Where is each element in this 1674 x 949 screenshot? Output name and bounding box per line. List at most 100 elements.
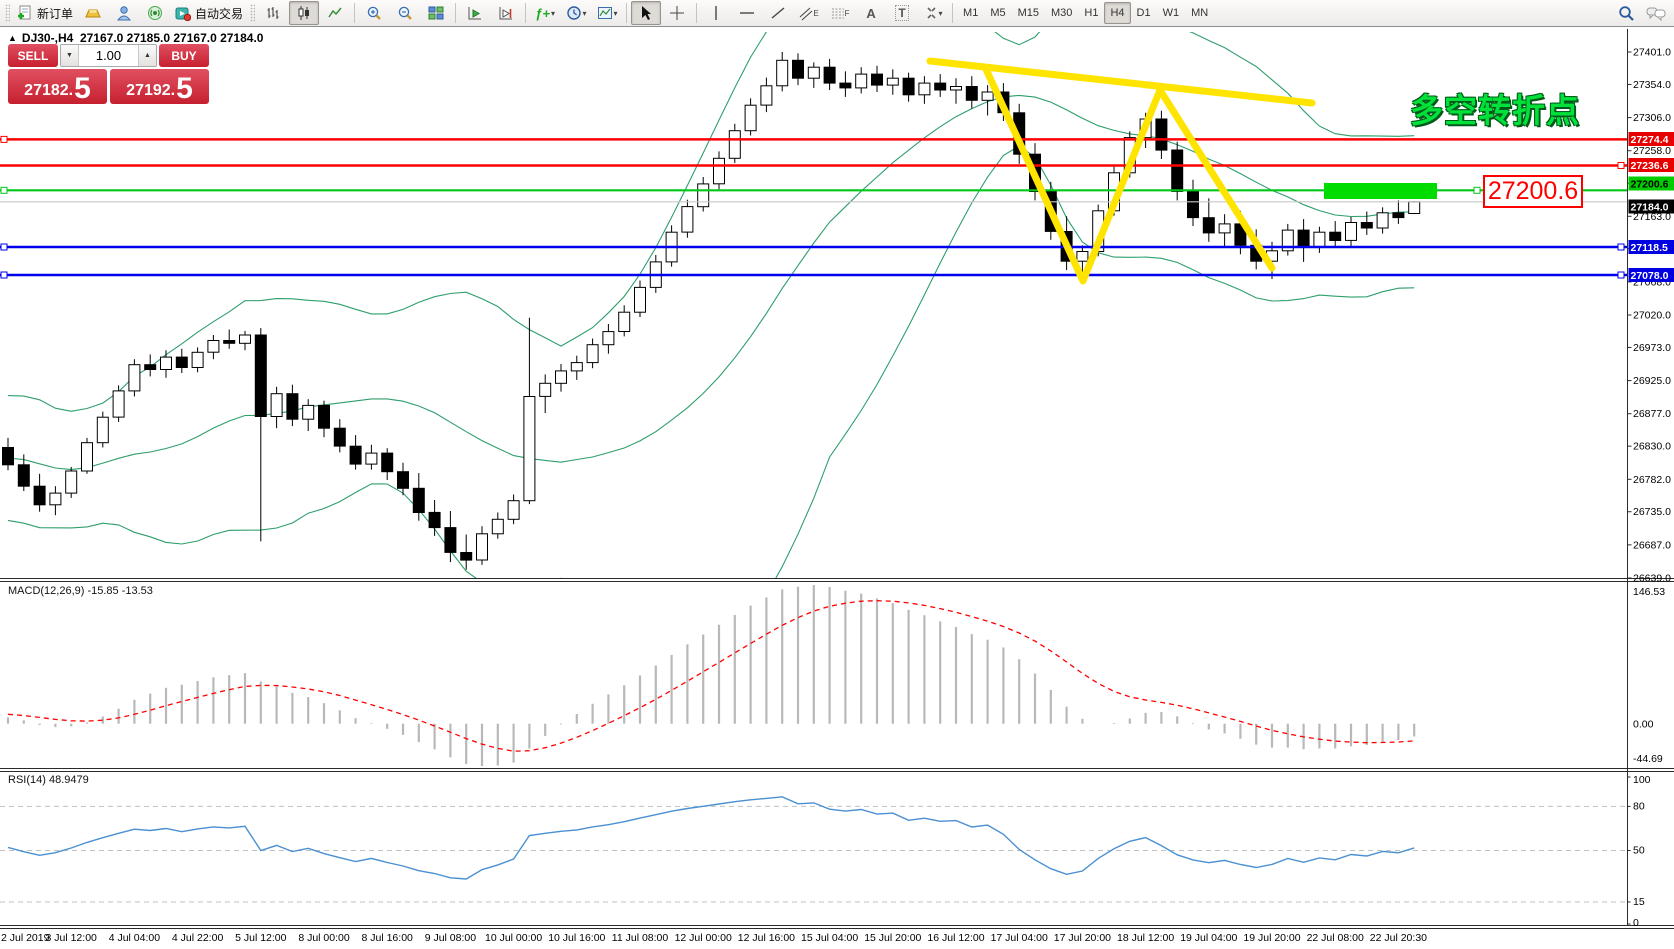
indicators-button[interactable]: ƒ+ ▾ — [530, 1, 560, 25]
axis-tick-label: 0 — [1633, 917, 1639, 929]
line-anchor[interactable] — [0, 135, 8, 143]
tf-button-H1[interactable]: H1 — [1084, 7, 1099, 19]
chart-shift-button[interactable] — [491, 1, 521, 25]
candle — [460, 534, 473, 570]
candle — [507, 494, 520, 525]
toolbar-grip[interactable] — [250, 4, 256, 22]
volume-input[interactable]: 1.00 — [95, 48, 122, 63]
sell-price-button[interactable]: 27182. 5 — [8, 69, 107, 104]
chevron-down-icon: ▾ — [550, 8, 555, 18]
candle — [33, 473, 46, 512]
channel-tool-button[interactable]: E — [794, 1, 824, 25]
tf-button-M30[interactable]: M30 — [1051, 7, 1073, 19]
cursor-tool-button[interactable] — [631, 1, 662, 25]
price-callout-label: 27200.6 — [1483, 175, 1583, 208]
buy-price-button[interactable]: 27192. 5 — [110, 69, 209, 104]
chart-title[interactable]: ▲ DJ30-,H4 27167.0 27185.0 27167.0 27184.… — [8, 31, 263, 45]
autoscroll-button[interactable] — [460, 1, 490, 25]
time-axis-label: 19 Jul 04:00 — [1180, 932, 1237, 944]
chevron-down-icon: ▾ — [613, 8, 618, 18]
bar-chart-icon — [267, 7, 279, 19]
price-axis: 27401.027354.027306.027258.027211.027163… — [1627, 47, 1674, 585]
vertical-line-tool-button[interactable] — [701, 1, 731, 25]
buy-button[interactable]: BUY — [159, 44, 209, 67]
tf-button-W1[interactable]: W1 — [1162, 7, 1180, 19]
zoom-in-button[interactable] — [359, 1, 389, 25]
panel-frame — [0, 29, 1674, 929]
new-order-button[interactable]: 新订单 — [13, 1, 77, 25]
sell-price-pip: 5 — [74, 72, 91, 105]
green-rectangle-annotation[interactable] — [1324, 183, 1437, 199]
horizontal-line-tool-button[interactable] — [732, 1, 762, 25]
price-badge: 27200.6 — [1628, 176, 1674, 191]
bar-chart-button[interactable] — [258, 1, 288, 25]
axis-tick-label: 26782.0 — [1633, 474, 1671, 486]
axis-tick-label: 26687.0 — [1633, 539, 1671, 551]
trendline-tool-button[interactable] — [763, 1, 793, 25]
candle-chart-button[interactable] — [289, 1, 320, 25]
price-badge: 27274.4 — [1628, 132, 1674, 146]
line-anchor[interactable] — [0, 186, 8, 194]
tf-button-D1[interactable]: D1 — [1136, 7, 1151, 19]
gold-button[interactable] — [78, 1, 108, 25]
tf-button-H4[interactable]: H4 — [1104, 2, 1131, 24]
line-anchor[interactable] — [0, 243, 8, 251]
collapse-icon[interactable]: ▲ — [8, 33, 17, 43]
candle — [302, 399, 315, 431]
candle — [744, 98, 757, 136]
tile-windows-button[interactable] — [421, 1, 451, 25]
volume-increase-button[interactable]: ▲ — [138, 45, 156, 66]
line-anchor[interactable] — [1473, 186, 1481, 194]
horizontal-line-icon — [740, 12, 755, 14]
time-axis-label: 5 Jul 12:00 — [235, 932, 287, 944]
time-axis-label: 15 Jul 04:00 — [801, 932, 858, 944]
chat-button[interactable] — [1641, 1, 1671, 25]
time-axis-label: 17 Jul 20:00 — [1054, 932, 1111, 944]
line-chart-button[interactable] — [320, 1, 350, 25]
macd-indicator-label: MACD(12,26,9) -15.85 -13.53 — [8, 585, 153, 597]
tf-button-M15[interactable]: M15 — [1017, 7, 1039, 19]
candle — [807, 62, 820, 88]
arrows-tool-button[interactable]: ▾ — [918, 1, 948, 25]
yellow-trendline[interactable] — [926, 57, 1316, 107]
sell-button[interactable]: SELL — [8, 44, 58, 67]
bollinger-lower — [7, 145, 1415, 578]
candle — [81, 437, 93, 474]
candle — [697, 177, 710, 212]
community-button[interactable] — [109, 1, 139, 25]
text-label-tool-button[interactable]: T — [887, 1, 917, 25]
time-axis-label: 10 Jul 16:00 — [548, 932, 605, 944]
candle — [49, 486, 62, 516]
line-anchor[interactable] — [0, 271, 8, 279]
line-anchor[interactable] — [1617, 271, 1625, 279]
candle — [128, 359, 141, 397]
crosshair-tool-button[interactable] — [662, 1, 692, 25]
volume-decrease-button[interactable]: ▼ — [61, 45, 79, 66]
signals-button[interactable] — [140, 1, 170, 25]
axis-tick-label: 26830.0 — [1633, 441, 1671, 453]
yellow-zigzag[interactable] — [981, 63, 1276, 285]
candle — [286, 384, 299, 427]
tf-button-MN[interactable]: MN — [1191, 7, 1209, 19]
line-anchor[interactable] — [1617, 162, 1625, 169]
text-tool-button[interactable]: A — [856, 1, 886, 25]
line-anchor[interactable] — [1617, 243, 1625, 251]
axis-tick-label: 27354.0 — [1633, 79, 1671, 91]
fibonacci-tool-button[interactable]: F — [825, 1, 855, 25]
zoom-out-button[interactable] — [390, 1, 420, 25]
tf-button-M1[interactable]: M1 — [963, 7, 979, 19]
candle — [918, 76, 931, 104]
toolbar-grip[interactable] — [5, 4, 10, 22]
candle — [602, 324, 615, 354]
tf-button-M5[interactable]: M5 — [990, 7, 1006, 19]
search-button[interactable] — [1611, 1, 1641, 25]
fibonacci-glyph: F — [844, 8, 850, 18]
autotrading-button[interactable]: 自动交易 — [171, 1, 247, 25]
periods-button[interactable]: ▾ — [561, 1, 591, 25]
autoscroll-icon — [468, 7, 482, 20]
candle — [144, 354, 157, 377]
templates-button[interactable]: ▾ — [592, 1, 622, 25]
candle-chart-icon — [298, 6, 310, 20]
community-person-icon — [117, 6, 132, 21]
